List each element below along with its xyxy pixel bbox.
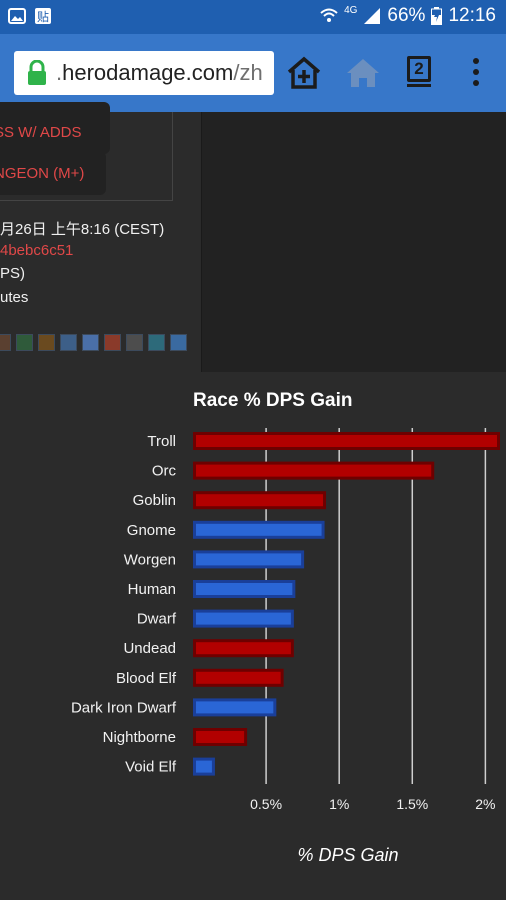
category-label: Nightborne [103, 729, 176, 746]
bar-undead [193, 639, 294, 658]
talent-icon[interactable] [126, 334, 143, 351]
clock: 12:16 [448, 5, 496, 26]
bar-orc [193, 461, 435, 480]
category-label: Troll [147, 433, 176, 450]
bar-blood-elf [193, 668, 284, 687]
x-tick-label: 0.5% [250, 796, 282, 812]
category-label: Orc [152, 463, 177, 480]
talent-icon[interactable] [104, 334, 121, 351]
talent-icon[interactable] [60, 334, 77, 351]
talent-icon[interactable] [82, 334, 99, 351]
chart-svg: Troll Orc Goblin Gnome Worgen Human Dwarf Undea… [71, 428, 500, 812]
url-domain: herodamage.com [62, 60, 234, 85]
category-label: Undead [123, 640, 176, 657]
home-icon[interactable] [344, 54, 382, 92]
browser-toolbar: .herodamage.com/zh 2 [0, 34, 506, 112]
image-icon [8, 8, 26, 24]
x-axis-label: % DPS Gain [297, 845, 399, 865]
bar-worgen [193, 550, 305, 569]
bar-dwarf [193, 609, 294, 628]
filter-panel [0, 112, 173, 201]
minutes-text: utes [0, 289, 29, 306]
race-chart: Race % DPS Gain Troll Orc Goblin Gnome Worge… [0, 372, 506, 900]
talent-icon[interactable] [0, 334, 11, 351]
status-bar: 贴 4G 66% 12:16 [0, 0, 506, 34]
paste-icon: 贴 [35, 8, 51, 24]
x-tick-label: 1% [329, 796, 349, 812]
battery-icon [431, 7, 443, 25]
talent-icons [0, 334, 187, 351]
category-label: Dark Iron Dwarf [71, 699, 177, 716]
chart-title: Race % DPS Gain [193, 390, 353, 411]
page-upper-section: SS W/ ADDS NGEON (M+) 月26日 上午8:16 (CEST)… [0, 102, 506, 372]
content-panel [201, 112, 506, 372]
report-hash-link[interactable]: 4bebc6c51 [0, 242, 74, 259]
category-label: Void Elf [125, 759, 177, 776]
signal-icon [364, 8, 381, 24]
bar-dark-iron-dwarf [193, 698, 277, 717]
add-to-home-icon[interactable] [285, 54, 323, 92]
url-path: /zh [233, 60, 263, 85]
category-label: Gnome [127, 522, 176, 539]
bar-human [193, 580, 296, 598]
battery-percent: 66% [387, 5, 426, 26]
url-bar[interactable]: .herodamage.com/zh [14, 51, 274, 95]
x-tick-label: 1.5% [396, 796, 428, 812]
category-label: Worgen [124, 551, 176, 568]
category-label: Blood Elf [116, 670, 177, 687]
tab-switcher-button[interactable]: 2 [407, 56, 431, 87]
talent-icon[interactable] [38, 334, 55, 351]
menu-icon[interactable] [468, 58, 484, 88]
category-label: Dwarf [137, 611, 177, 628]
wifi-icon [320, 8, 338, 22]
x-tick-label: 2% [475, 796, 495, 812]
svg-text:贴: 贴 [37, 10, 49, 24]
bar-goblin [193, 491, 327, 510]
talent-icon[interactable] [16, 334, 33, 351]
bar-gnome [193, 520, 325, 539]
category-label: Goblin [133, 492, 176, 509]
dungeon-button[interactable]: NGEON (M+) [0, 151, 106, 195]
bar-nightborne [193, 728, 248, 746]
bar-void-elf [193, 757, 215, 776]
talent-icon[interactable] [148, 334, 165, 351]
report-date: 月26日 上午8:16 (CEST) [0, 221, 165, 238]
network-type: 4G [344, 4, 358, 16]
bar-troll [193, 432, 500, 450]
dps-text: PS) [0, 265, 26, 282]
talent-icon[interactable] [170, 334, 187, 351]
fight-style-button[interactable]: SS W/ ADDS [0, 102, 110, 154]
url-text: .herodamage.com/zh [56, 60, 263, 85]
lock-icon [28, 60, 46, 85]
category-label: Human [128, 581, 176, 598]
